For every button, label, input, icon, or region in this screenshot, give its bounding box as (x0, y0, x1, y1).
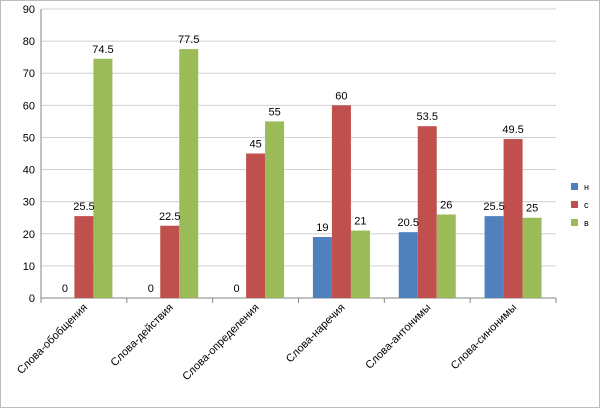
y-tick-label: 40 (23, 165, 35, 177)
legend-swatch (571, 201, 578, 208)
legend-label: в (584, 218, 589, 228)
data-label: 20.5 (398, 217, 419, 229)
bar (350, 230, 370, 298)
y-tick-label: 50 (23, 132, 35, 144)
y-tick-label: 0 (29, 293, 35, 305)
data-label: 53.5 (417, 111, 438, 123)
bar (312, 236, 332, 298)
legend-swatch (571, 219, 578, 226)
category-label: Слова-наречия (284, 302, 348, 366)
data-labels: 0 25.5 74.5 0 22.5 77.5 0 45 55 19 60 21 20.5 53.5 26 2… (62, 34, 538, 295)
data-label: 60 (335, 90, 347, 102)
bar (179, 49, 199, 299)
y-tick-label: 30 (23, 197, 35, 209)
x-axis: Слова-обобщения Слова-действия Слова-опред… (15, 298, 557, 383)
bar (160, 225, 180, 298)
data-label: 21 (354, 216, 366, 228)
bar (74, 216, 94, 298)
data-label: 25 (526, 203, 538, 215)
data-label: 19 (316, 222, 328, 234)
category-label: Слова-антонимы (363, 302, 433, 372)
bar (503, 139, 523, 298)
data-label: 25.5 (73, 201, 94, 213)
y-tick-label: 80 (23, 36, 35, 48)
bar (436, 214, 456, 298)
y-tick-label: 10 (23, 261, 35, 273)
data-label: 26 (440, 200, 452, 212)
category-label: Слова-обобщения (15, 302, 90, 377)
data-label: 0 (234, 283, 240, 295)
bar (417, 126, 437, 298)
bar (398, 232, 418, 298)
data-label: 0 (62, 283, 68, 295)
y-tick-label: 90 (23, 4, 35, 16)
bars (74, 49, 542, 299)
y-axis: 0 10 20 30 40 50 60 70 80 90 (23, 4, 42, 305)
bar (331, 105, 351, 298)
bar (93, 58, 113, 299)
data-label: 74.5 (92, 44, 113, 56)
legend: нсв (571, 182, 589, 228)
bar (265, 121, 285, 298)
grid-lines (41, 8, 556, 299)
legend-label: н (584, 182, 589, 192)
data-label: 25.5 (483, 201, 504, 213)
y-tick-label: 60 (23, 100, 35, 112)
category-label: Слова-определения (180, 302, 261, 383)
legend-swatch (571, 183, 578, 190)
y-tick-label: 20 (23, 229, 35, 241)
y-tick-label: 70 (23, 68, 35, 80)
bar (484, 216, 504, 298)
data-label: 55 (268, 106, 280, 118)
data-label: 0 (148, 283, 154, 295)
data-label: 22.5 (159, 211, 180, 223)
data-label: 77.5 (178, 34, 199, 46)
data-label: 45 (249, 139, 261, 151)
data-label: 49.5 (502, 124, 523, 136)
bar (522, 217, 542, 298)
bar (246, 153, 266, 298)
category-label: Слова-действия (108, 302, 175, 369)
legend-label: с (584, 200, 589, 210)
category-label: Слова-синонимы (449, 302, 520, 373)
